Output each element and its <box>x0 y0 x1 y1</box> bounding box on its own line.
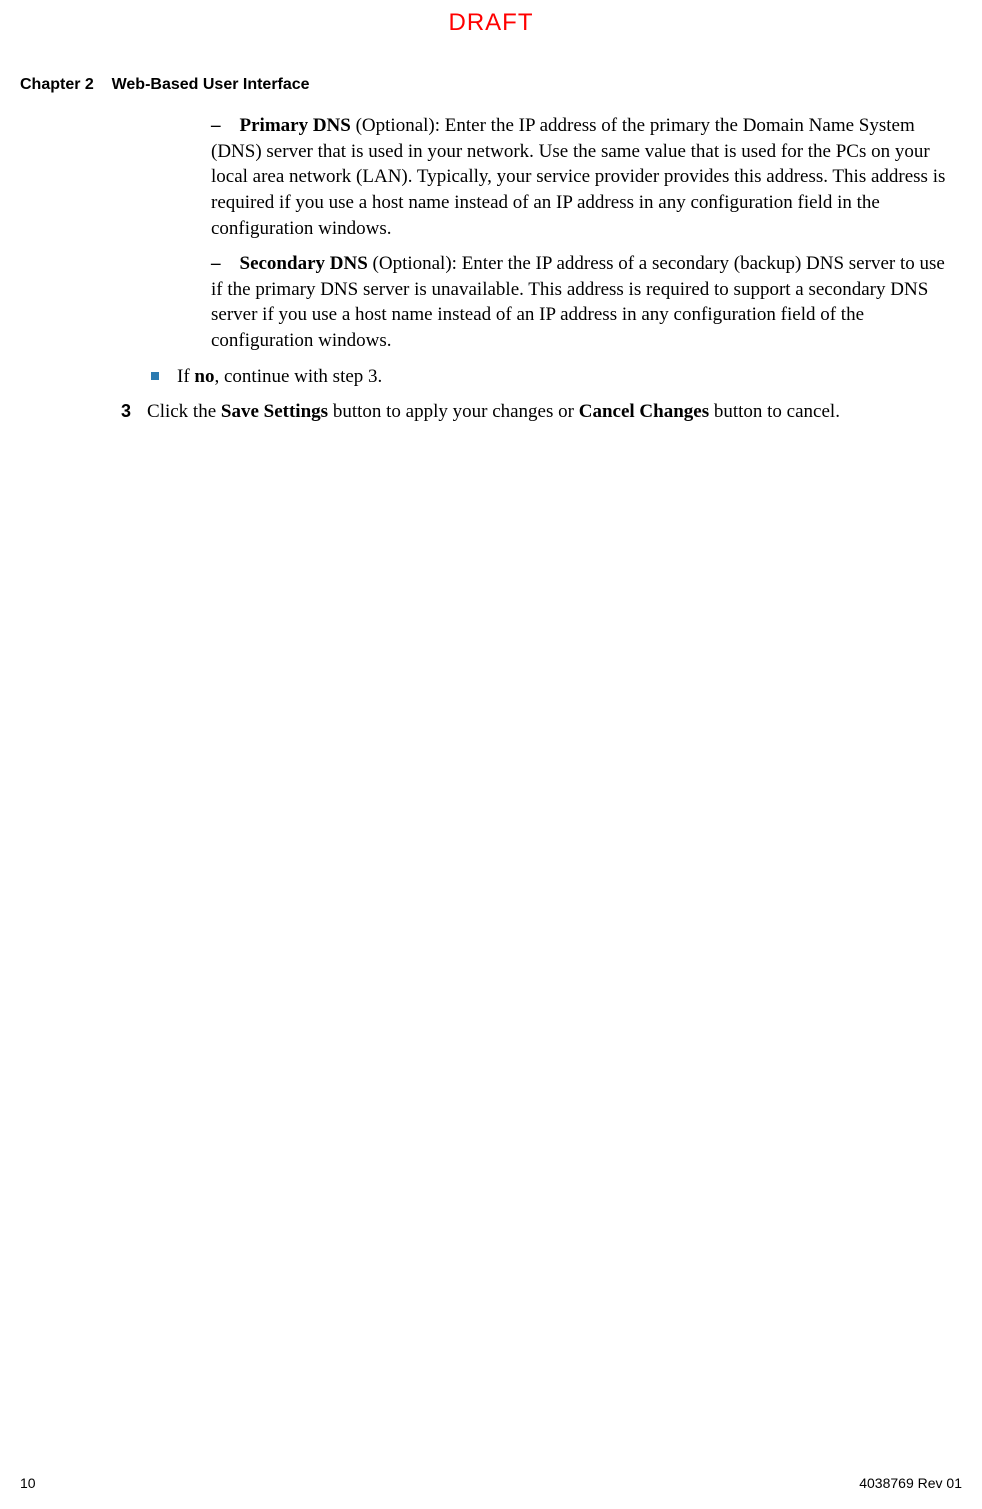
if-no-suffix: , continue with step 3. <box>214 366 382 387</box>
step3-text1: Click the <box>147 401 221 422</box>
if-no-item: If no, continue with step 3. <box>121 364 961 390</box>
step3-bold2: Cancel Changes <box>579 401 709 422</box>
chapter-number: Chapter 2 <box>20 76 94 93</box>
primary-dns-item: – Primary DNS (Optional): Enter the IP a… <box>121 113 961 241</box>
document-id: 4038769 Rev 01 <box>859 1475 962 1491</box>
draft-watermark: DRAFT <box>449 9 534 37</box>
step3-bold1: Save Settings <box>221 401 328 422</box>
step-number: 3 <box>121 399 131 425</box>
step3-text2: button to apply your changes or <box>328 401 579 422</box>
chapter-title: Web-Based User Interface <box>112 76 310 93</box>
page-number: 10 <box>20 1475 36 1491</box>
dash-symbol: – <box>211 253 221 274</box>
chapter-header: Chapter 2 Web-Based User Interface <box>20 76 310 94</box>
square-bullet-icon <box>151 372 159 380</box>
secondary-dns-optional: (Optional): <box>368 253 462 274</box>
step3-text3: button to cancel. <box>709 401 840 422</box>
dash-symbol: – <box>211 115 221 136</box>
if-no-bold: no <box>194 366 214 387</box>
if-no-prefix: If <box>177 366 194 387</box>
step-3-item: 3 Click the Save Settings button to appl… <box>121 399 961 425</box>
primary-dns-label: Primary DNS <box>240 115 351 136</box>
page-footer: 10 4038769 Rev 01 <box>20 1475 962 1491</box>
page-content: – Primary DNS (Optional): Enter the IP a… <box>121 113 961 425</box>
secondary-dns-label: Secondary DNS <box>240 253 368 274</box>
secondary-dns-item: – Secondary DNS (Optional): Enter the IP… <box>121 251 961 354</box>
primary-dns-optional: (Optional): <box>351 115 445 136</box>
